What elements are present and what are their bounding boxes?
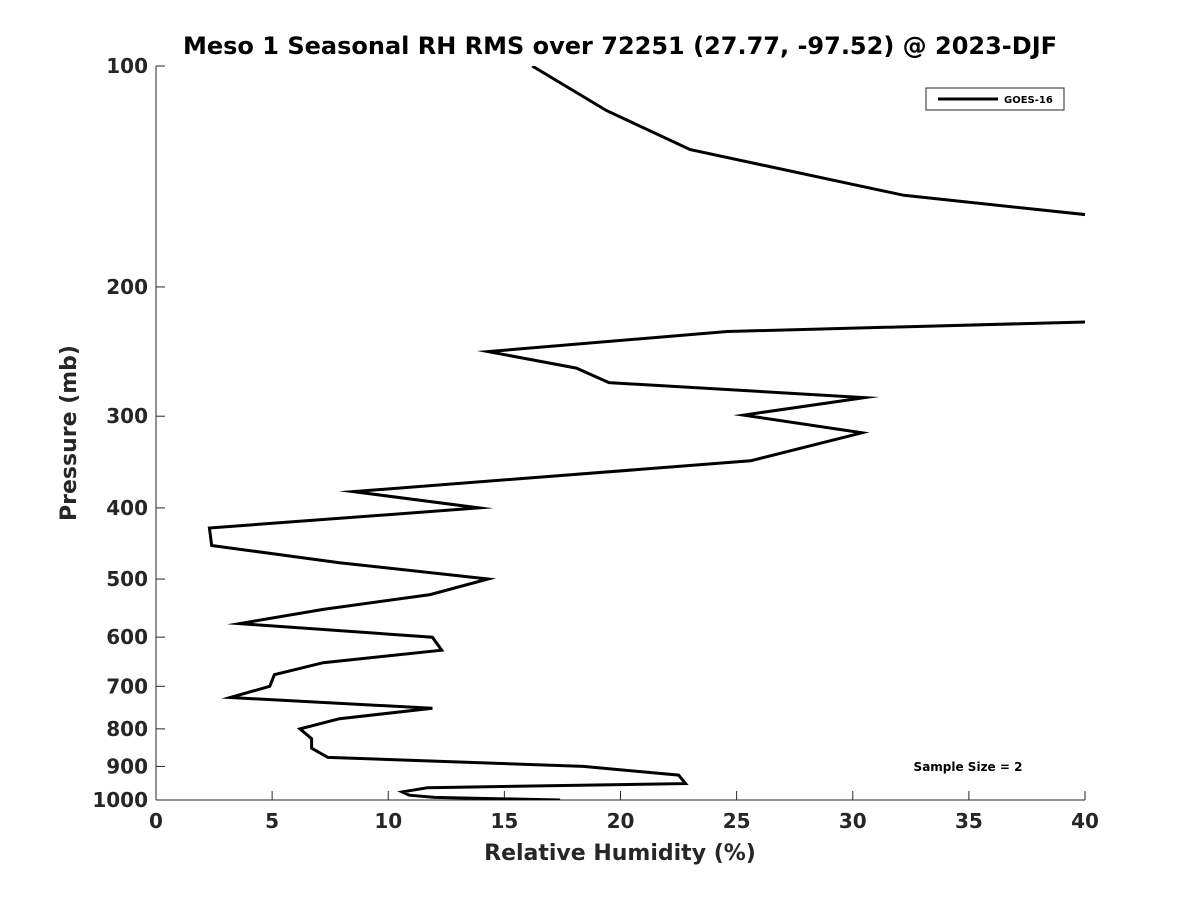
tick-labels: 0 5 10 15 20 25 30 35 40 100 200 300 400 500 600 700 800…	[92, 54, 1099, 833]
x-tick-label: 5	[265, 809, 279, 833]
axes	[155, 65, 1086, 801]
y-axis-label: Pressure (mb)	[57, 345, 82, 521]
series-layer	[207, 66, 1085, 800]
y-tick-label: 600	[106, 625, 148, 649]
x-tick-label: 35	[955, 809, 983, 833]
x-tick-label: 30	[839, 809, 867, 833]
y-tick-label: 700	[106, 674, 148, 698]
y-tick-label: 300	[106, 404, 148, 428]
legend: GOES-16	[925, 87, 1065, 111]
sample-size-annotation: Sample Size = 2	[914, 760, 1023, 774]
x-tick-label: 15	[490, 809, 518, 833]
y-tick-label: 100	[106, 54, 148, 78]
series-line-goes-16	[207, 66, 1085, 800]
x-tick-label: 10	[374, 809, 402, 833]
x-axis-label: Relative Humidity (%)	[484, 841, 756, 866]
y-tick-label: 900	[106, 754, 148, 778]
y-tick-label: 800	[106, 717, 148, 741]
y-tick-label: 400	[106, 496, 148, 520]
y-tick-label: 500	[106, 567, 148, 591]
chart-title: Meso 1 Seasonal RH RMS over 72251 (27.77…	[183, 32, 1057, 60]
x-tick-label: 0	[149, 809, 163, 833]
x-tick-label: 20	[607, 809, 635, 833]
y-tick-label: 1000	[92, 788, 148, 812]
legend-label-goes-16: GOES-16	[1004, 95, 1053, 106]
x-tick-label: 40	[1071, 809, 1099, 833]
x-tick-label: 25	[723, 809, 751, 833]
y-tick-label: 200	[106, 275, 148, 299]
